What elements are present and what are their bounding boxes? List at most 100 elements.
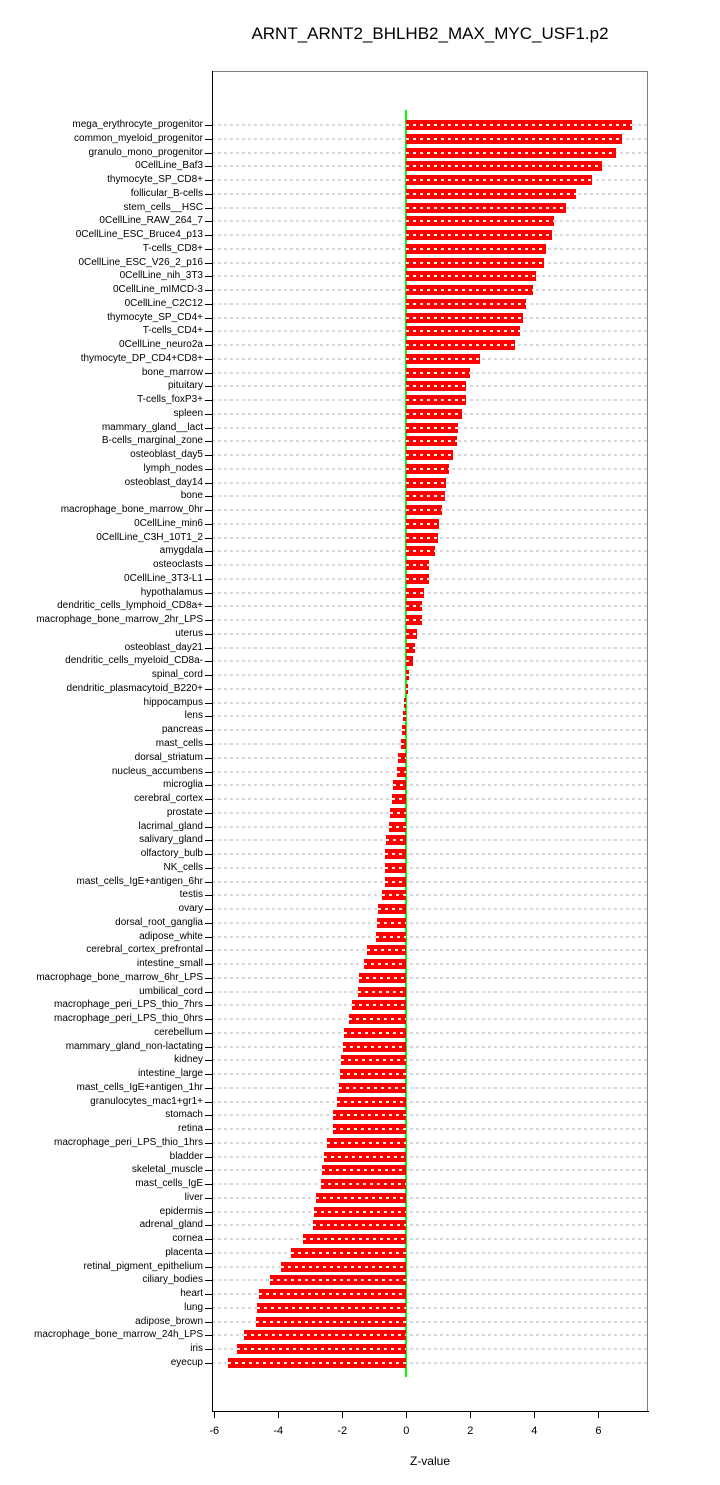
y-axis-label: epidermis <box>159 1205 203 1217</box>
y-axis-label: 0CellLine_min6 <box>134 517 203 529</box>
bar-dash-pattern <box>333 1114 407 1117</box>
y-axis-label: follicular_B-cells <box>130 187 203 199</box>
bar <box>406 532 439 543</box>
y-axis-tick <box>205 221 212 222</box>
bar <box>257 1302 407 1313</box>
bar <box>406 133 623 144</box>
bar <box>406 381 466 392</box>
bar-dash-pattern <box>406 687 408 690</box>
bar <box>402 711 407 722</box>
y-axis-tick <box>205 950 212 951</box>
bar-dash-pattern <box>406 495 445 498</box>
y-axis-tick <box>205 799 212 800</box>
bar-dash-pattern <box>313 1210 407 1213</box>
y-axis-tick <box>205 1363 212 1364</box>
bar-dash-pattern <box>392 784 407 787</box>
bar <box>291 1247 407 1258</box>
chart-title: ARNT_ARNT2_BHLHB2_MAX_MYC_USF1.p2 <box>251 24 609 43</box>
bar-dash-pattern <box>388 825 407 828</box>
bar <box>244 1330 407 1341</box>
bar <box>406 601 422 612</box>
y-axis-label: bone_marrow <box>141 366 203 378</box>
bar <box>406 395 466 406</box>
gridline <box>212 1141 648 1144</box>
gridline <box>212 811 648 814</box>
y-axis-tick <box>205 386 212 387</box>
y-axis-tick <box>205 675 212 676</box>
y-axis-tick <box>205 441 212 442</box>
y-axis-label: osteoblast_day14 <box>124 476 203 488</box>
bar-dash-pattern <box>376 921 407 924</box>
y-axis-tick <box>205 1088 212 1089</box>
bar-dash-pattern <box>386 839 407 842</box>
y-axis-tick <box>205 345 212 346</box>
bar <box>339 1082 407 1093</box>
bar <box>406 628 417 639</box>
bar-dash-pattern <box>406 124 632 126</box>
y-axis-tick <box>205 620 212 621</box>
bar-dash-pattern <box>343 1031 407 1034</box>
y-axis-label: stomach <box>165 1109 203 1121</box>
y-axis-tick <box>205 1239 212 1240</box>
y-axis-tick <box>205 496 212 497</box>
bar <box>401 739 407 749</box>
gridline <box>212 908 648 911</box>
bar <box>280 1261 407 1272</box>
y-axis-label: placenta <box>165 1246 203 1258</box>
y-axis-tick <box>205 359 212 360</box>
gridline <box>212 729 648 732</box>
bar-dash-pattern <box>358 976 407 979</box>
gridline <box>212 1224 648 1227</box>
gridline <box>212 949 648 952</box>
y-axis-label: mast_cells_IgE+antigen_6hr <box>76 875 203 887</box>
y-axis-label: 0CellLine_C3H_10T1_2 <box>96 531 203 543</box>
x-axis-title: Z-value <box>409 1454 450 1468</box>
bar <box>406 518 440 529</box>
y-axis-label: bone <box>180 490 203 502</box>
bar <box>406 463 449 474</box>
bar-dash-pattern <box>320 1183 407 1186</box>
bar <box>342 1041 407 1052</box>
y-axis-label: skeletal_muscle <box>131 1164 203 1176</box>
bar <box>313 1206 407 1217</box>
y-axis-tick <box>205 1115 212 1116</box>
y-axis-label: retina <box>177 1123 203 1135</box>
gridline <box>212 770 648 773</box>
x-axis-tick-label: 2 <box>467 1425 474 1437</box>
bar <box>406 353 480 364</box>
y-axis-label: NK_cells <box>163 861 203 873</box>
bar-dash-pattern <box>366 949 407 952</box>
x-axis-tick <box>278 1412 279 1418</box>
y-axis-tick <box>205 153 212 154</box>
bar <box>406 450 453 461</box>
bar-dash-pattern <box>406 577 429 580</box>
bar-dash-pattern <box>406 179 592 182</box>
y-axis-label: 0CellLine_mIMCD-3 <box>112 284 203 296</box>
y-axis-label: hypothalamus <box>140 586 203 598</box>
y-axis-tick <box>205 483 212 484</box>
y-axis-label: heart <box>180 1288 203 1300</box>
bar-dash-pattern <box>406 550 436 553</box>
y-axis-label: T-cells_CD8+ <box>142 242 203 254</box>
gridline <box>212 880 648 883</box>
y-axis-label: 0CellLine_ESC_Bruce4_p13 <box>75 229 203 241</box>
bar-dash-pattern <box>406 261 544 264</box>
y-axis-tick <box>205 716 212 717</box>
bar <box>406 587 424 598</box>
bar <box>384 849 407 860</box>
bar <box>321 1165 407 1176</box>
y-axis-label: lung <box>184 1301 203 1313</box>
x-axis-tick <box>598 1412 599 1418</box>
bar <box>406 367 471 378</box>
y-axis-label: kidney <box>174 1054 203 1066</box>
bar <box>406 271 536 282</box>
bar <box>406 188 576 199</box>
bar <box>340 1055 407 1066</box>
y-axis-tick <box>205 331 212 332</box>
y-axis-tick <box>205 813 212 814</box>
bar <box>406 505 442 516</box>
bar <box>406 670 409 681</box>
y-axis-label: T-cells_foxP3+ <box>137 394 203 406</box>
bar <box>388 821 407 832</box>
x-axis-tick <box>534 1412 535 1418</box>
